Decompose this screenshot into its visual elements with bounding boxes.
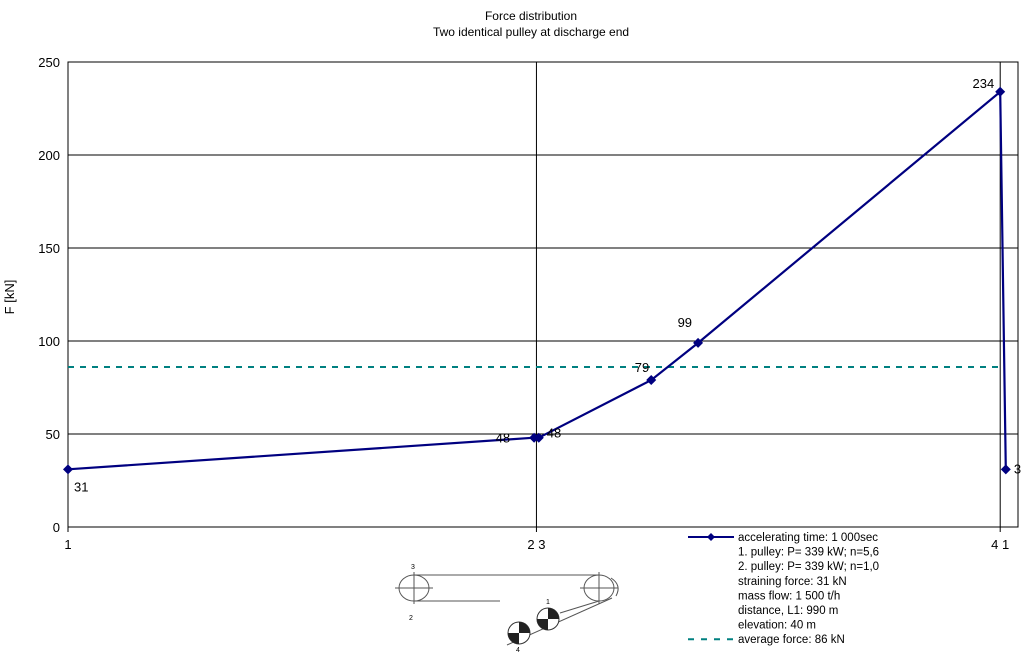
data-point-marker <box>995 86 1006 97</box>
y-tick-label: 250 <box>38 55 60 70</box>
x-tick-label: 4 1 <box>991 537 1009 552</box>
data-point-marker <box>693 337 704 348</box>
x-tick-label: 2 3 <box>527 537 545 552</box>
drive-pulley <box>507 621 531 645</box>
legend-entry: mass flow: 1 500 t/h <box>738 590 840 602</box>
plot-area: 0 50 100 150 200 250 1 2 3 4 1 31 48 48 79 99 234 31 <box>38 55 1021 552</box>
data-label: 31 <box>1014 461 1021 476</box>
legend: accelerating time: 1 000sec 1. pulley: P=… <box>688 532 879 646</box>
chart-subtitle: Two identical pulley at discharge end <box>433 25 629 39</box>
legend-entry: 2. pulley: P= 339 kW; n=1,0 <box>738 561 879 573</box>
conveyor-schematic: 3 2 1 4 <box>395 564 619 654</box>
y-tick-label: 150 <box>38 241 60 256</box>
belt-return <box>559 600 600 614</box>
legend-entry: distance, L1: 990 m <box>738 605 838 617</box>
diagram-label: 2 <box>409 615 413 622</box>
data-label: 79 <box>635 360 649 375</box>
legend-entry: accelerating time: 1 000sec <box>738 532 878 544</box>
y-tick-label: 100 <box>38 334 60 349</box>
legend-entry: elevation: 40 m <box>738 620 816 632</box>
data-point-marker <box>1000 464 1011 475</box>
legend-entry: 1. pulley: P= 339 kW; n=5,6 <box>738 547 879 559</box>
data-label: 99 <box>678 315 692 330</box>
plot-frame <box>67 61 1019 528</box>
y-tick-label: 50 <box>46 427 60 442</box>
y-tick-label: 200 <box>38 148 60 163</box>
diagram-label: 1 <box>546 599 550 606</box>
y-tick-label: 0 <box>53 520 60 535</box>
data-label: 48 <box>547 426 561 441</box>
rotation-arrow <box>610 577 619 597</box>
data-point-marker <box>63 464 73 475</box>
chart-title: Force distribution <box>485 9 577 23</box>
legend-entry: straining force: 31 kN <box>738 576 847 588</box>
diagram-label: 3 <box>411 564 415 571</box>
data-point-marker <box>646 375 657 386</box>
legend-entry: average force: 86 kN <box>738 634 845 646</box>
data-label: 31 <box>74 479 88 494</box>
data-label: 48 <box>496 431 510 446</box>
y-axis-label: F [kN] <box>2 280 17 315</box>
data-label: 234 <box>972 76 994 91</box>
data-point-marker <box>533 432 544 443</box>
drive-pulley <box>536 607 560 631</box>
x-tick-label: 1 <box>64 537 71 552</box>
legend-marker-swatch <box>707 533 715 541</box>
diagram-label: 4 <box>516 647 520 653</box>
